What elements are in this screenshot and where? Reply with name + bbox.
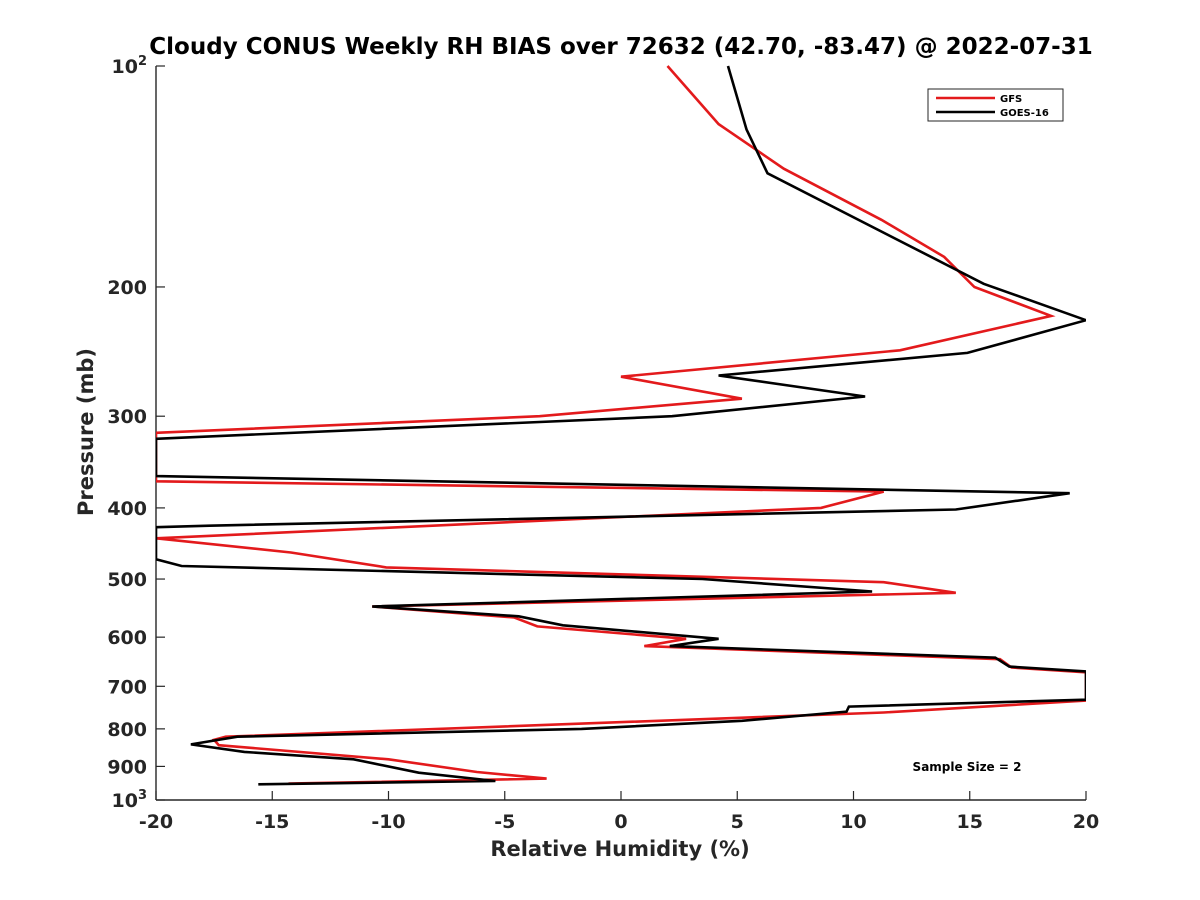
y-tick-exponent: 2 [138, 54, 147, 69]
x-tick-label: -15 [255, 811, 289, 833]
series-line-gfs [156, 65, 1086, 785]
legend-box [927, 88, 1064, 122]
x-axis-label: Relative Humidity (%) [490, 837, 749, 861]
sample-size-annotation: Sample Size = 2 [913, 760, 1022, 774]
y-tick-label: 200 [107, 277, 147, 299]
legend-label-goes-16: GOES-16 [1000, 108, 1049, 119]
y-tick-label: 700 [107, 676, 147, 698]
series-line-goes-16 [156, 65, 1086, 786]
y-tick-label: 500 [107, 569, 147, 591]
y-tick-label: 600 [107, 627, 147, 649]
y-tick-label: 300 [107, 406, 147, 428]
x-tick-label: 5 [731, 811, 744, 833]
x-tick-label: 20 [1073, 811, 1099, 833]
x-tick-label: -10 [371, 811, 405, 833]
x-tick-label: -5 [494, 811, 515, 833]
x-tick-label: -20 [139, 811, 173, 833]
y-axis-label: Pressure (mb) [74, 348, 98, 516]
y-tick-label: 900 [107, 756, 147, 778]
chart-title: Cloudy CONUS Weekly RH BIAS over 72632 (… [149, 34, 1092, 60]
x-axis: -20 -15 -10 -5 0 5 10 15 20 [139, 791, 1099, 833]
x-tick-label: 0 [614, 811, 627, 833]
legend-label-gfs: GFS [1000, 94, 1022, 105]
y-tick-label: 800 [107, 719, 147, 741]
y-tick-exponent: 3 [138, 788, 147, 803]
legend: GFS GOES-16 [927, 88, 1064, 122]
series-layer [156, 65, 1086, 786]
x-tick-label: 10 [840, 811, 866, 833]
y-tick-label: 400 [107, 498, 147, 520]
x-tick-label: 15 [957, 811, 983, 833]
